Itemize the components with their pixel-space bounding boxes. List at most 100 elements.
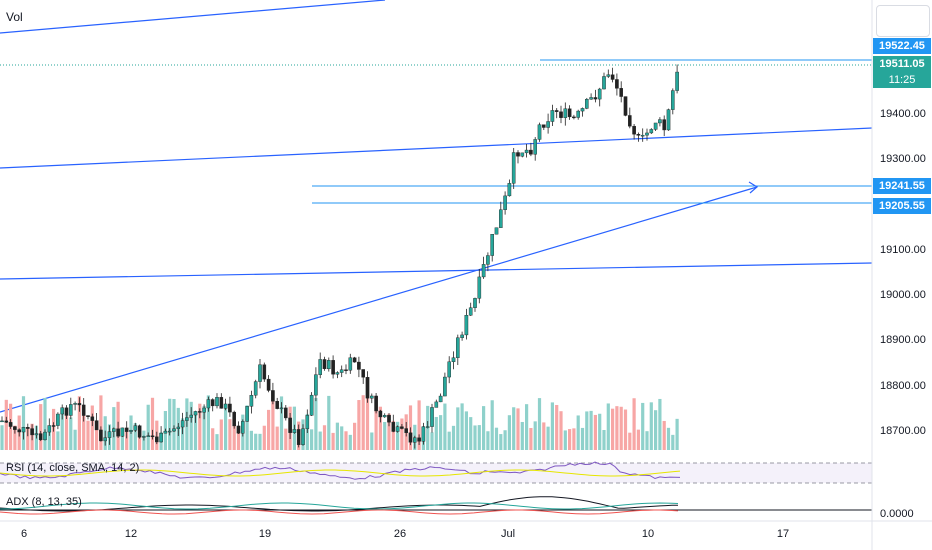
candle-body xyxy=(137,425,142,438)
rsi-pane xyxy=(0,461,872,484)
candle-body xyxy=(468,307,473,316)
candle-body xyxy=(124,427,129,432)
price-axis-tick: 19300.00 xyxy=(880,153,926,165)
candle-body xyxy=(378,410,383,418)
candle-body xyxy=(460,334,464,338)
volume-bar xyxy=(267,409,271,450)
volume-bar xyxy=(64,415,69,450)
candle-body xyxy=(284,407,288,419)
candle-body xyxy=(189,414,194,418)
volume-bar xyxy=(125,429,129,450)
candle-body xyxy=(537,124,542,140)
candle-body xyxy=(481,264,486,278)
volume-bar xyxy=(568,429,572,450)
candle-body xyxy=(331,360,335,375)
trendline[interactable] xyxy=(0,0,386,34)
date-axis-tick: 10 xyxy=(641,528,655,540)
volume-bar xyxy=(357,400,361,450)
volume-bar xyxy=(189,401,193,450)
volume-bar xyxy=(611,408,615,450)
candle-body xyxy=(176,426,181,429)
volume-bar xyxy=(4,399,8,450)
volume-bar xyxy=(400,418,404,450)
candle-body xyxy=(425,426,430,428)
candle-body xyxy=(580,108,585,112)
candle-body xyxy=(335,372,340,375)
volume-bar xyxy=(228,419,232,450)
candle-body xyxy=(292,429,297,433)
candle-body xyxy=(649,129,654,134)
candle-body xyxy=(632,125,636,135)
volume-bar xyxy=(193,412,198,450)
volume-bar xyxy=(628,432,632,450)
candle-body xyxy=(400,426,404,429)
di-plus-line xyxy=(0,502,679,510)
candle-body xyxy=(318,359,323,375)
volume-bar xyxy=(249,430,253,450)
volume-bar xyxy=(215,434,219,450)
volume-bar xyxy=(172,399,176,450)
candle-body xyxy=(47,425,52,433)
volume-bar xyxy=(138,434,142,450)
candle-body xyxy=(636,134,641,136)
candle-body xyxy=(309,394,314,416)
level-price-label: 19205.55 xyxy=(873,198,931,214)
volume-bar xyxy=(284,428,288,450)
volume-bar xyxy=(439,415,443,450)
candle-body xyxy=(249,394,254,407)
volume-bar xyxy=(430,432,434,450)
candle-body xyxy=(550,110,555,122)
volume-bar xyxy=(43,397,47,450)
candle-body xyxy=(38,433,43,441)
volume-bar xyxy=(520,421,524,450)
trendline[interactable] xyxy=(0,127,873,169)
arrow-head xyxy=(748,181,759,194)
volume-bar xyxy=(383,421,387,450)
candle-body xyxy=(163,430,168,434)
trendlines[interactable] xyxy=(0,0,873,413)
candle-body xyxy=(524,149,529,154)
candle-body xyxy=(133,425,138,431)
candle-body xyxy=(150,435,155,438)
candle-body xyxy=(68,404,73,416)
volume-bar xyxy=(13,425,17,450)
date-axis-tick: 19 xyxy=(258,528,272,540)
volume-bar xyxy=(516,408,520,450)
volume-label: Vol xyxy=(6,10,23,24)
candle-body xyxy=(567,108,572,118)
volume-bar xyxy=(555,404,559,450)
volume-bar xyxy=(327,395,331,450)
candle-body xyxy=(387,415,391,423)
candle-body xyxy=(640,134,645,137)
candle-body xyxy=(653,122,658,130)
candle-body xyxy=(202,407,206,413)
candle-body xyxy=(215,397,219,407)
price-axis-tick: 19000.00 xyxy=(880,289,926,301)
volume-bar xyxy=(331,432,335,450)
candle-body xyxy=(305,415,310,429)
candle-body xyxy=(111,428,116,432)
candle-body xyxy=(81,404,86,416)
candle-body xyxy=(21,427,26,433)
volume-bar xyxy=(572,428,576,450)
candle-body xyxy=(511,152,516,184)
candle-body xyxy=(408,432,413,443)
trendline[interactable] xyxy=(0,262,873,280)
volume-bar xyxy=(602,430,606,450)
candle-body xyxy=(180,420,185,428)
candle-body xyxy=(494,227,499,235)
rsi-label[interactable]: RSI (14, close, SMA, 14, 2) xyxy=(6,462,140,474)
bar-countdown-label: 11:25 xyxy=(873,72,931,88)
volume-bar xyxy=(344,431,348,450)
candle-body xyxy=(559,111,563,118)
volume-bars xyxy=(0,395,679,450)
volume-bar xyxy=(258,433,262,450)
adx-label[interactable]: ADX (8, 13, 35) xyxy=(6,496,82,508)
candle-body xyxy=(13,426,17,430)
scale-settings-button[interactable] xyxy=(876,5,930,37)
candle-body xyxy=(451,357,456,363)
candle-body xyxy=(275,401,280,409)
trendline[interactable] xyxy=(0,186,758,413)
volume-bar xyxy=(99,395,103,450)
